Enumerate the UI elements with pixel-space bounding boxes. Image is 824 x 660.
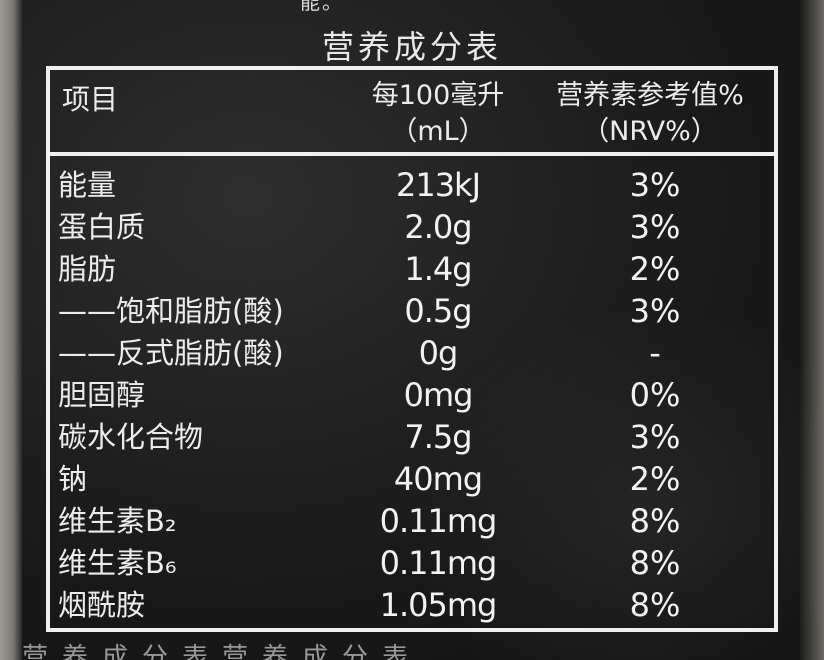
nutrient-name: 胆固醇 xyxy=(58,378,146,412)
package-left-edge xyxy=(0,0,22,660)
nutrient-nrv: 0% xyxy=(629,376,681,414)
nutrient-nrv: 3% xyxy=(629,418,681,456)
table-row: 钠 40mg 2% xyxy=(50,460,774,502)
nutrient-name: ——饱和脂肪(酸) xyxy=(58,294,284,328)
table-row: 维生素B₂ 0.11mg 8% xyxy=(50,502,774,544)
header-item: 项目 xyxy=(62,83,119,116)
nutrient-value: 0mg xyxy=(403,376,474,414)
package-right-edge xyxy=(800,0,824,660)
nutrient-name: 钠 xyxy=(58,462,88,496)
nutrient-name: 维生素B₆ xyxy=(58,546,177,580)
nutrient-value: 7.5g xyxy=(404,418,472,456)
nutrient-name: 脂肪 xyxy=(58,252,117,286)
table-row: 能量 213kJ 3% xyxy=(50,166,774,208)
table-row: 胆固醇 0mg 0% xyxy=(50,376,774,418)
nutrient-nrv: 2% xyxy=(629,460,681,498)
nutrient-nrv: - xyxy=(649,334,661,372)
table-row: 碳水化合物 7.5g 3% xyxy=(50,418,774,460)
table-row: ——反式脂肪(酸) 0g - xyxy=(50,334,774,376)
cropped-top-text: 能。 xyxy=(300,0,344,14)
header-nrv-line1: 营养素参考值% xyxy=(556,80,744,111)
nutrient-value: 213kJ xyxy=(395,166,481,204)
header-per-100ml-line2: （mL） xyxy=(390,116,486,147)
nutrient-name: 能量 xyxy=(58,168,117,202)
nutrient-value: 40mg xyxy=(393,460,483,498)
table-row: 蛋白质 2.0g 3% xyxy=(50,208,774,250)
header-nrv: 营养素参考值% （NRV%） xyxy=(518,78,782,150)
nutrient-name: 维生素B₂ xyxy=(58,504,177,538)
table-title: 营养成分表 xyxy=(321,28,502,66)
table-row: 烟酰胺 1.05mg 8% xyxy=(50,586,774,628)
table-row: ——饱和脂肪(酸) 0.5g 3% xyxy=(50,292,774,334)
nutrient-value: 0.11mg xyxy=(379,544,498,582)
header-nrv-line2: （NRV%） xyxy=(582,116,718,147)
nutrient-nrv: 3% xyxy=(629,208,681,246)
nutrient-nrv: 8% xyxy=(629,502,681,540)
nutrient-nrv: 2% xyxy=(629,250,681,288)
nutrient-value: 1.4g xyxy=(404,250,472,288)
table-row: 维生素B₆ 0.11mg 8% xyxy=(50,544,774,586)
nutrient-nrv: 8% xyxy=(629,586,681,624)
header-per-100ml: 每100毫升 （mL） xyxy=(346,78,530,150)
nutrient-value: 0.5g xyxy=(404,292,472,330)
nutrition-table: 项目 每100毫升 （mL） 营养素参考值% （NRV%） 能量 213kJ 3… xyxy=(46,66,778,632)
header-per-100ml-line1: 每100毫升 xyxy=(371,80,505,111)
nutrient-value: 2.0g xyxy=(404,208,472,246)
nutrient-nrv: 3% xyxy=(629,166,681,204)
cropped-bottom-text: 营养成分表营养成分表 xyxy=(22,643,423,660)
nutrient-nrv: 8% xyxy=(629,544,681,582)
nutrient-name: ——反式脂肪(酸) xyxy=(58,336,284,370)
nutrient-name: 烟酰胺 xyxy=(58,588,146,622)
nutrient-value: 0.11mg xyxy=(379,502,498,540)
header-divider xyxy=(50,152,774,156)
nutrient-nrv: 3% xyxy=(629,292,681,330)
table-row: 脂肪 1.4g 2% xyxy=(50,250,774,292)
nutrient-value: 1.05mg xyxy=(379,586,498,624)
nutrient-name: 蛋白质 xyxy=(58,210,146,244)
nutrient-value: 0g xyxy=(418,334,459,372)
nutrient-name: 碳水化合物 xyxy=(58,420,204,454)
